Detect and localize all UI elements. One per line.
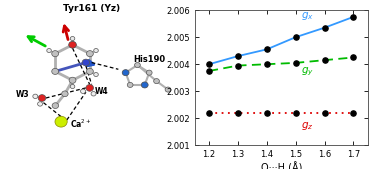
Point [235, 55, 241, 57]
Point [322, 59, 328, 62]
Circle shape [142, 82, 147, 88]
Circle shape [127, 82, 133, 88]
Point [235, 64, 241, 67]
Circle shape [38, 95, 46, 101]
Circle shape [91, 92, 96, 96]
Text: Ca$^{2+}$: Ca$^{2+}$ [70, 117, 91, 130]
Circle shape [123, 70, 129, 75]
Point [350, 56, 356, 59]
Circle shape [94, 73, 98, 77]
Circle shape [81, 89, 85, 93]
Point [322, 112, 328, 114]
Circle shape [154, 79, 160, 84]
Point [293, 36, 299, 39]
Circle shape [135, 63, 140, 68]
Circle shape [62, 91, 68, 97]
Point [264, 63, 270, 66]
Circle shape [69, 77, 76, 83]
Circle shape [86, 84, 93, 91]
Text: $g_z$: $g_z$ [301, 120, 314, 132]
Circle shape [33, 94, 38, 99]
Circle shape [37, 102, 43, 106]
Circle shape [87, 68, 93, 74]
Text: His190: His190 [133, 55, 165, 64]
Circle shape [146, 70, 152, 75]
Point [293, 62, 299, 64]
Point [293, 112, 299, 114]
Point [235, 112, 241, 114]
Point [206, 112, 212, 114]
Circle shape [69, 42, 76, 48]
Point [264, 112, 270, 114]
Circle shape [69, 41, 76, 48]
Circle shape [82, 59, 90, 66]
Circle shape [47, 49, 51, 53]
Circle shape [165, 87, 171, 92]
Circle shape [52, 103, 59, 108]
Circle shape [122, 70, 129, 76]
Circle shape [55, 116, 67, 127]
Text: W3: W3 [16, 90, 30, 99]
Circle shape [94, 49, 98, 53]
X-axis label: O···H (Å): O···H (Å) [260, 162, 302, 169]
Text: Tyr161 (Yz): Tyr161 (Yz) [63, 4, 120, 13]
Point [206, 70, 212, 72]
Circle shape [52, 51, 59, 57]
Text: $g_y$: $g_y$ [301, 66, 314, 78]
Circle shape [87, 51, 93, 57]
Point [350, 16, 356, 18]
Text: W4: W4 [94, 87, 108, 96]
Text: $g_x$: $g_x$ [301, 10, 314, 22]
Circle shape [52, 68, 59, 74]
Point [264, 48, 270, 51]
Point [322, 26, 328, 29]
Circle shape [70, 84, 75, 89]
Circle shape [141, 82, 148, 88]
Circle shape [70, 37, 75, 41]
Point [206, 63, 212, 66]
Point [350, 112, 356, 114]
